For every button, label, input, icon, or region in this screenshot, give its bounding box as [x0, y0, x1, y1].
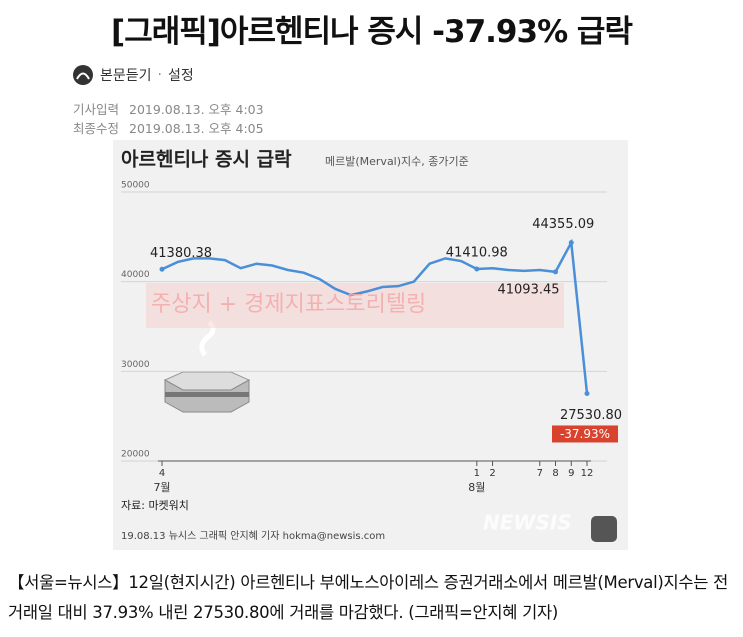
date: 2019.08.13. 오후 4:05 — [129, 121, 264, 136]
chart-subtitle: 메르발(Merval)지수, 종가기준 — [325, 155, 469, 168]
headline: [그래픽]아르헨티나 증시 -37.93% 급락 — [111, 14, 633, 50]
line — [161, 238, 589, 394]
x-tick-label: 8 — [552, 468, 558, 479]
x-tick-label: 4 — [159, 468, 165, 479]
point — [584, 390, 590, 396]
tts-button[interactable]: 본문듣기 — [100, 68, 152, 84]
y-tick-label: 30000 — [121, 360, 150, 370]
label: 최종수정 — [73, 121, 120, 136]
x-tick-label: 7 — [537, 468, 543, 479]
point — [474, 266, 480, 272]
value-label: 41380.38 — [150, 246, 212, 261]
x-tick-label: 2 — [489, 468, 495, 479]
point — [568, 240, 574, 246]
article-body: 【서울=뉴시스】12일(현지시간) 아르헨티나 부에노스아이레스 증권거래소에서… — [8, 573, 728, 622]
watermark: 주상지 + 경제지표스토리텔링 — [151, 292, 426, 317]
date: 2019.08.13. 오후 4:03 — [129, 102, 264, 117]
zoom-button[interactable] — [591, 516, 617, 542]
tts-icon[interactable] — [72, 64, 94, 86]
point — [159, 266, 165, 272]
month-label: 8월 — [468, 481, 485, 494]
x-tick-label: 1 — [474, 468, 480, 479]
change-label: -37.93% — [560, 427, 610, 441]
y-tick-label: 50000 — [121, 181, 150, 191]
published-row: 기사입력 2019.08.13. 오후 4:03 — [73, 99, 274, 118]
chart-title: 아르헨티나 증시 급락 — [121, 149, 292, 171]
value-label: 41093.45 — [497, 282, 559, 297]
chart-background — [113, 140, 628, 550]
change-badge — [552, 425, 618, 443]
y-tick-label: 20000 — [121, 450, 150, 460]
y-tick-label: 40000 — [121, 270, 150, 280]
label: 기사입력 — [73, 102, 120, 117]
source: 자료: 마켓워치 — [121, 499, 189, 512]
watermark-box — [146, 283, 564, 328]
value-label: 41410.98 — [446, 246, 508, 261]
x-tick-label: 12 — [581, 468, 594, 479]
chart: 아르헨티나 증시 급락 메르발(Merval)지수, 종가기준 자료: 마켓워치… — [113, 140, 628, 550]
x-tick-label: 9 — [568, 468, 574, 479]
point — [553, 269, 559, 275]
settings-button[interactable]: 설정 — [167, 68, 194, 84]
brazier-icon — [163, 320, 251, 413]
value-label: 44355.09 — [532, 217, 594, 232]
value-label: 27530.80 — [560, 408, 622, 423]
tts-bar: 본문듣기 · 설정 — [72, 64, 194, 86]
modified-row: 최종수정 2019.08.13. 오후 4:05 — [73, 118, 274, 137]
logo: NEWSIS — [483, 511, 572, 535]
credit: 19.08.13 뉴시스 그래픽 안지혜 기자 hokma@newsis.com — [121, 530, 385, 542]
month-label: 7월 — [153, 481, 170, 494]
